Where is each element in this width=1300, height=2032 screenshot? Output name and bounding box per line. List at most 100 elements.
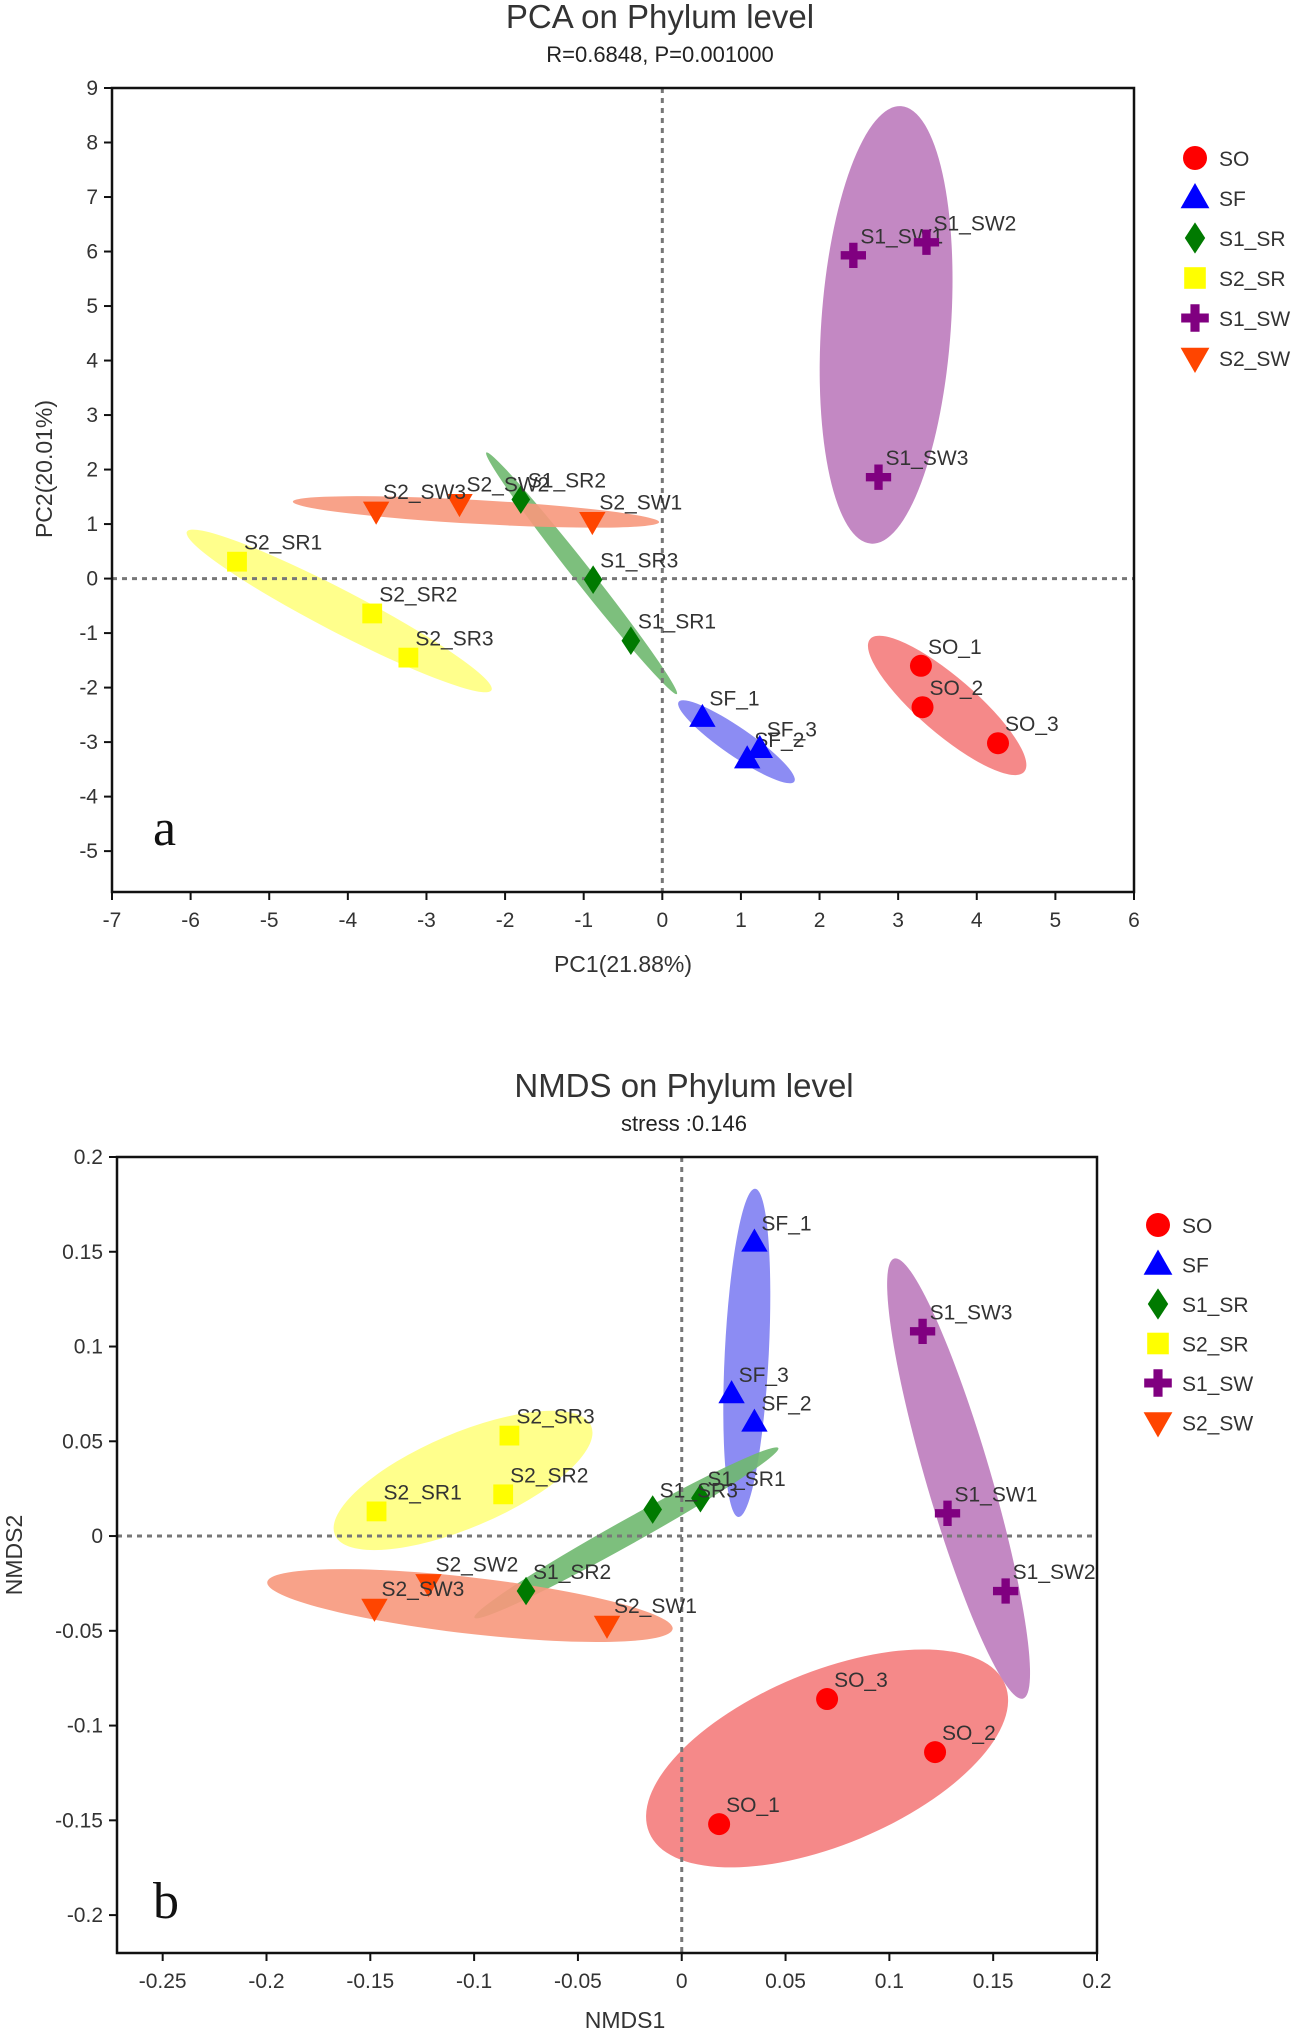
legend-label: SF [1182,1255,1209,1278]
series-sf: SF_1 SF_2 SF_3 [718,1212,812,1432]
series-s1-sr: S1_SR1 S1_SR2 S1_SR3 [516,1468,786,1606]
y-tick-label: 3 [86,404,98,427]
data-label: S2_SW3 [383,481,466,504]
x-tick-label: -0.2 [248,1970,284,1993]
x-tick-label: 0.2 [1082,1970,1111,1993]
confidence-ellipse-sf [723,1188,771,1517]
data-point [362,501,390,525]
legend-marker-sf [1180,183,1210,209]
legend-marker-s2-sw [1180,347,1210,373]
data-label: SO_3 [1005,713,1059,736]
data-point [816,1688,839,1711]
y-tick-label: 6 [86,241,98,264]
data-label: S1_SR2 [528,470,606,493]
x-tick-label: -2 [496,909,515,932]
x-tick-label: -0.15 [346,1970,394,1993]
y-tick-label: 0 [86,568,98,591]
legend-marker-s2-sr [1147,1332,1169,1355]
data-label: S1_SW3 [930,1301,1013,1324]
legend-marker-s1-sw [1181,304,1209,332]
data-point [583,565,603,594]
y-tick-label: -4 [79,786,98,809]
legend-label: S1_SR [1219,228,1286,251]
confidence-ellipse-s2-sr [333,1410,593,1551]
series-so: SO_1 SO_2 SO_3 [708,1669,996,1836]
data-label: S2_SW1 [614,1595,697,1618]
confidence-ellipse-so [867,635,1027,776]
data-point [741,1408,768,1432]
chart-subtitle: R=0.6848, P=0.001000 [546,42,774,67]
data-label: S1_SR3 [660,1480,738,1503]
data-label: SO_2 [942,1722,996,1745]
data-point [865,464,892,490]
data-point [362,603,383,624]
series-s2-sr: S2_SR1 S2_SR2 S2_SR3 [227,532,494,668]
y-tick-label: -0.1 [67,1715,103,1738]
confidence-ellipse-s2-sr [186,529,492,693]
data-point [689,703,716,727]
legend: SO SF S1_SR S2_SR S1_SW S2_SW [1143,1213,1253,1438]
data-point [579,511,606,536]
data-label: S2_SR1 [244,532,322,555]
y-tick-label: -5 [79,840,98,863]
x-axis-label: NMDS1 [585,2007,666,2032]
panel-label: b [153,1873,179,1930]
data-point [909,1318,936,1345]
x-tick-label: 0.1 [875,1970,904,1993]
data-label: S2_SW3 [381,1578,464,1601]
x-axis-label: PC1(21.88%) [554,951,692,977]
plot-frame [110,86,1136,894]
legend-label: S2_SW [1219,348,1290,371]
x-tick-label: 0.05 [765,1970,806,1993]
y-axis-label: NMDS2 [1,1515,27,1596]
legend-marker-s1-sw [1144,1369,1172,1397]
data-label: SO_2 [930,677,984,700]
x-tick-label: -6 [181,909,200,932]
y-tick-label: 8 [86,132,98,155]
data-label: SF_3 [767,719,817,742]
x-tick-label: 6 [1128,909,1140,932]
data-label: S1_SW3 [886,447,969,470]
series-s2-sr: S2_SR1 S2_SR2 S2_SR3 [366,1406,595,1522]
data-point [366,1501,387,1522]
data-point [734,745,761,769]
x-tick-label: -7 [103,909,122,932]
data-label: S2_SR3 [516,1406,594,1429]
x-tick-label: -0.1 [456,1970,492,1993]
data-point [741,1228,768,1252]
x-tick-label: -3 [417,909,436,932]
data-label: SO_1 [726,1794,780,1817]
y-tick-label: -1 [79,622,98,645]
data-label: S1_SW1 [955,1483,1038,1506]
series-s1-sr: S1_SR1 S1_SR2 S1_SR3 [511,470,716,656]
x-tick-label: 1 [735,909,747,932]
data-label: S2_SR3 [415,628,493,651]
data-point [746,734,773,758]
data-point [398,647,419,668]
chart-title: PCA on Phylum level [506,0,814,35]
nmds-chart: NMDS on Phylum level stress :0.146 NMDS1… [1,1067,1253,2032]
y-tick-label: 4 [86,350,98,373]
data-label: SF_2 [761,1392,811,1415]
x-tick-label: 5 [1050,909,1062,932]
y-tick-label: -3 [79,731,98,754]
data-label: SO_3 [834,1669,888,1692]
y-tick-label: 0 [91,1525,103,1548]
data-label: SF_1 [761,1212,811,1235]
ellipse-layer [267,1188,1031,1868]
data-point [986,732,1009,755]
data-point [621,626,641,656]
y-tick-label: -0.2 [67,1904,103,1927]
y-tick-label: 2 [86,459,98,482]
legend-marker-so [1183,146,1207,170]
y-tick-label: -0.05 [55,1620,103,1643]
y-tick-label: 1 [86,513,98,536]
data-point [909,654,932,677]
plot-frame [115,1155,1099,1955]
confidence-ellipse-s1-sw [819,106,953,544]
data-label: S2_SR2 [379,583,457,606]
data-point [227,551,247,572]
data-point [593,1615,621,1639]
